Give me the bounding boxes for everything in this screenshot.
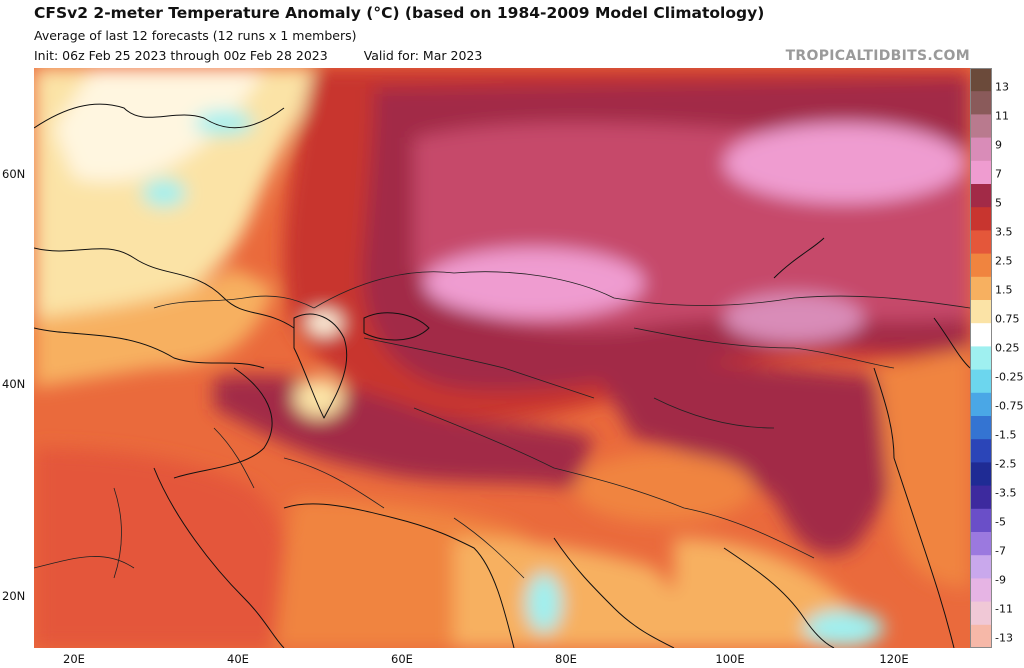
cold-spot-south-china-sea (804, 610, 884, 646)
colorbar-label: -9 (995, 573, 1006, 586)
colorbar-swatch (970, 253, 992, 278)
colorbar-swatch (970, 323, 992, 347)
colorbar-swatch (970, 439, 992, 463)
colorbar-label: 1.5 (995, 283, 1013, 296)
hot-spot-siberia (724, 123, 964, 203)
chart-title: CFSv2 2-meter Temperature Anomaly (°C) (… (34, 4, 765, 22)
brand-watermark: TROPICALTIDBITS.COM (785, 48, 970, 64)
lon-label-100e: 100E (715, 652, 745, 666)
colorbar-swatch (970, 532, 992, 556)
anomaly-zone-india-light (454, 538, 688, 648)
colorbar-swatch (970, 91, 992, 115)
anomaly-zone-europe-orange (34, 268, 274, 388)
init-text: Init: 06z Feb 25 2023 through 00z Feb 28… (34, 48, 328, 63)
neutral-spot-caucasus (306, 311, 342, 335)
lon-label-120e: 120E (879, 652, 909, 666)
colorbar-swatch (970, 276, 992, 301)
hot-spot-mongolia (724, 293, 864, 343)
colorbar-swatch (970, 346, 992, 371)
colorbar-label: -13 (995, 631, 1013, 644)
colorbar-swatch (970, 462, 992, 487)
colorbar-swatch (970, 137, 992, 162)
colorbar-label: -2.5 (995, 457, 1017, 470)
lat-label-60n: 60N (2, 167, 26, 181)
colorbar-swatch (970, 392, 992, 417)
colorbar-swatch (970, 416, 992, 440)
colorbar-swatch (970, 624, 992, 648)
colorbar-label: 0.75 (995, 312, 1020, 325)
cold-spot-baltic (142, 179, 186, 207)
colorbar-swatch (970, 369, 992, 394)
anomaly-zone-china-crimson (594, 363, 902, 555)
lon-label-20e: 20E (63, 652, 85, 666)
colorbar-label: 13 (995, 80, 1009, 93)
colorbar-label: 11 (995, 109, 1009, 122)
colorbar-swatch (970, 160, 992, 185)
colorbar (970, 68, 992, 648)
coastlines (34, 103, 970, 648)
colorbar-swatch (970, 601, 992, 626)
colorbar-swatch (970, 485, 992, 510)
chart-subtitle: Average of last 12 forecasts (12 runs x … (34, 28, 357, 43)
colorbar-border (970, 68, 992, 648)
anomaly-zone-nw-white (54, 68, 264, 182)
colorbar-swatch (970, 578, 992, 603)
colorbar-label: -0.75 (995, 399, 1024, 412)
colorbar-label: 0.25 (995, 341, 1020, 354)
colorbar-label: 2.5 (995, 254, 1013, 267)
colorbar-swatch (970, 207, 992, 231)
colorbar-label: -1.5 (995, 428, 1017, 441)
colorbar-swatch (970, 300, 992, 324)
colorbar-swatch (970, 68, 992, 92)
colorbar-label: -5 (995, 515, 1006, 528)
colorbar-label: 9 (995, 138, 1002, 151)
colorbar-label: 5 (995, 196, 1002, 209)
hot-spot-kazakhstan (424, 248, 644, 318)
colorbar-swatch (970, 508, 992, 533)
tibet-orange-patch (574, 453, 754, 523)
colorbar-label: 7 (995, 167, 1002, 180)
colorbar-label: -11 (995, 602, 1013, 615)
temperature-anomaly-map (34, 68, 970, 648)
cold-spot-north-sea (194, 111, 254, 135)
anomaly-zone-east-china-orange (874, 348, 970, 588)
country-borders (34, 271, 970, 579)
neutral-spot-caspian (294, 378, 344, 418)
colorbar-swatch (970, 230, 992, 255)
colorbar-labels: 13 11 9 7 5 3.5 2.5 1.5 0.75 0.25 -0.25 -0.75 -1.5 -2… (995, 68, 1024, 648)
init-line: Init: 06z Feb 25 2023 through 00z Feb 28… (34, 48, 482, 63)
valid-text: Valid for: Mar 2023 (363, 48, 483, 63)
colorbar-swatch (970, 114, 992, 139)
colorbar-swatch (970, 184, 992, 208)
cold-spot-india (526, 573, 562, 633)
lon-label-40e: 40E (227, 652, 249, 666)
lat-label-20n: 20N (2, 589, 26, 603)
anomaly-zone-arabia (34, 448, 292, 648)
lat-label-40n: 40N (2, 377, 26, 391)
colorbar-label: -7 (995, 544, 1006, 557)
lon-label-80e: 80E (555, 652, 577, 666)
colorbar-label: -3.5 (995, 486, 1017, 499)
lon-label-60e: 60E (391, 652, 413, 666)
colorbar-swatch (970, 555, 992, 579)
colorbar-label: -0.25 (995, 370, 1024, 383)
colorbar-label: 3.5 (995, 225, 1013, 238)
